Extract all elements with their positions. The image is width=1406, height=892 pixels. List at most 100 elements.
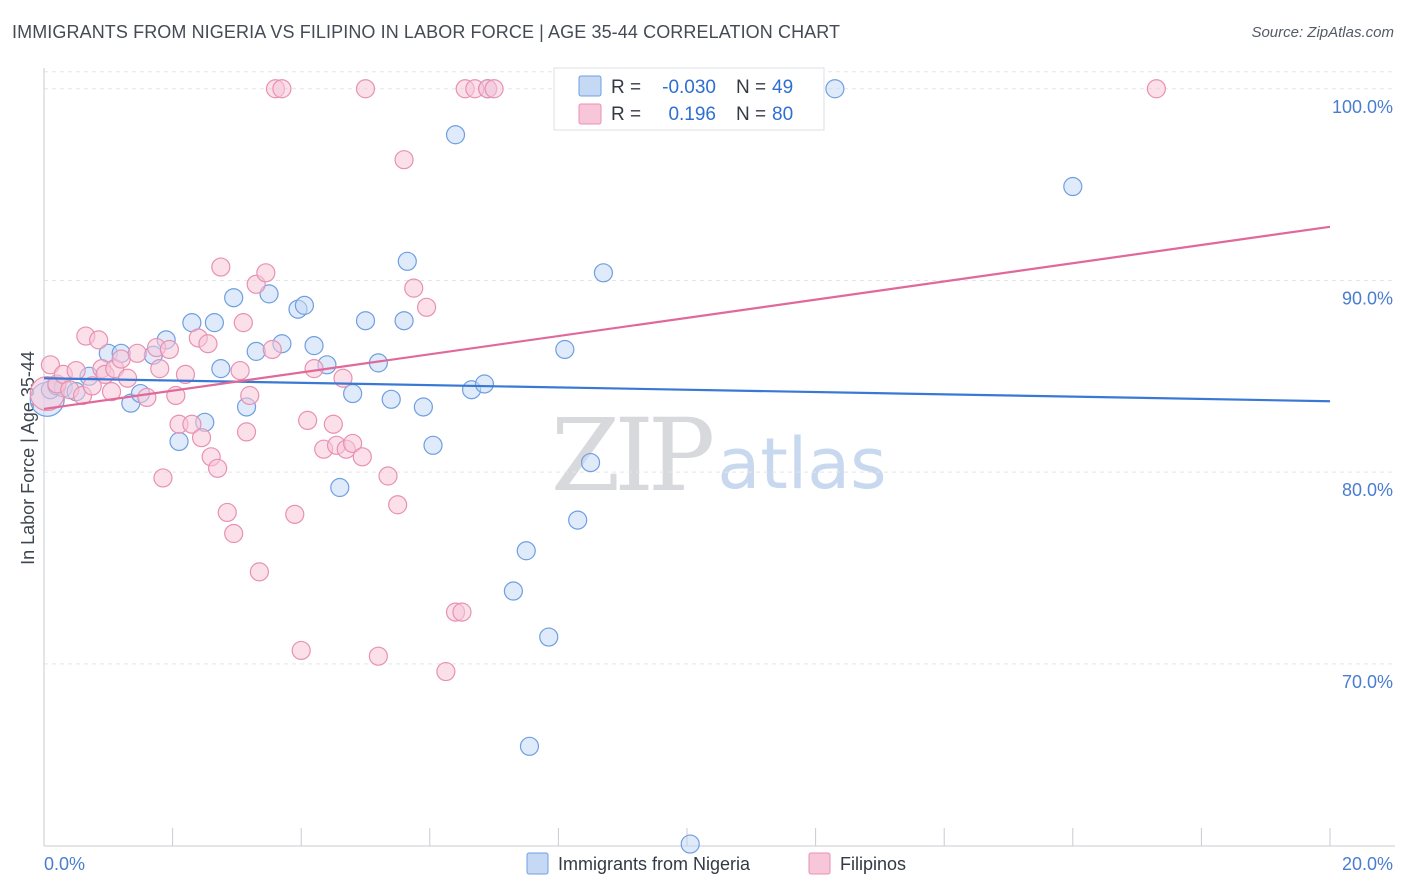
data-point [272,79,292,99]
watermark: ZIP atlas [551,397,887,514]
data-point [224,288,244,308]
data-point [568,510,588,530]
stats-legend: R = -0.030 N = 49 R = 0.196 N = 80 [553,67,825,131]
data-point [240,385,260,406]
legend-swatch-filipinos [578,103,602,125]
data-point [291,640,311,661]
data-point [127,343,147,363]
data-point [352,447,372,467]
legend-swatch-bottom-filipinos [808,852,831,875]
legend-n-value-1: 49 [772,77,793,98]
data-point [539,627,559,647]
data-point [256,263,276,283]
data-point [211,257,231,277]
data-point [516,541,536,561]
data-point [416,297,437,317]
legend-swatch-nigeria [578,75,602,97]
legend-n-label-1: N = [736,77,766,98]
legend-r-label-2: R = [611,104,641,125]
y-tick-label: 70.0% [1342,672,1393,692]
legend-n-label-2: N = [736,104,766,125]
data-point [484,79,504,99]
legend-label-filipinos: Filipinos [840,854,906,874]
data-point [445,125,466,145]
data-point [381,389,401,409]
legend-n-value-2: 80 [772,104,793,125]
y-tick-label: 90.0% [1342,288,1393,308]
data-point [217,502,237,523]
trend-line-0 [43,377,1331,403]
data-point [680,834,700,854]
data-point [304,359,324,379]
data-point [249,562,270,582]
legend-r-label-1: R = [611,77,641,98]
data-point [101,382,122,402]
data-point [355,79,376,99]
data-point [580,452,601,473]
data-point [593,263,614,283]
y-tick-label: 100.0% [1332,97,1393,117]
data-point [259,284,279,304]
data-point [1063,176,1083,197]
data-point [503,581,523,601]
data-point [330,477,350,498]
data-point [182,414,202,434]
legend-r-value-1: -0.030 [662,77,716,98]
data-point [825,79,845,99]
data-point [117,368,138,388]
data-point [423,435,443,455]
data-point [474,374,495,394]
watermark-zip: ZIP [551,397,712,514]
data-point [394,311,414,331]
x-tick-label: 20.0% [1342,854,1393,874]
chart-title: IMMIGRANTS FROM NIGERIA VS FILIPINO IN L… [12,22,841,42]
data-point [294,295,315,315]
data-point [246,341,266,361]
data-points [29,79,1166,854]
data-point [89,330,109,350]
trend-lines [43,225,1331,410]
data-point [169,431,189,452]
watermark-atlas: atlas [717,423,886,505]
data-point [388,495,408,515]
data-point [224,523,244,544]
legend-r-value-2: 0.196 [668,104,716,125]
data-point [285,504,305,524]
data-point [378,466,398,486]
data-point [1146,79,1166,99]
data-point [153,468,173,488]
data-point [404,278,424,298]
data-point [198,334,218,354]
legend-label-nigeria: Immigrants from Nigeria [558,854,751,874]
data-point [82,376,102,396]
series-1 [29,79,1166,682]
data-point [436,661,456,682]
y-tick-label: 80.0% [1342,480,1393,500]
data-point [137,387,157,408]
data-point [343,433,363,454]
data-point [236,422,257,442]
data-point [394,150,414,170]
data-point [262,339,282,360]
data-point [323,414,343,434]
data-point [159,339,179,360]
data-point [368,646,388,666]
data-point [343,383,363,404]
data-point [175,364,196,384]
series-legend: Immigrants from Nigeria Filipinos [526,852,906,875]
data-point [40,355,61,375]
data-point [66,360,86,381]
data-point [191,428,212,448]
y-tick-labels: 70.0% 80.0% 90.0% 100.0% [1332,97,1393,692]
data-point [355,311,376,331]
data-point [233,313,253,333]
data-point [111,349,131,369]
source-label: Source: ZipAtlas.com [1251,24,1394,41]
data-point [519,736,540,756]
data-point [230,360,250,381]
data-point [413,397,433,417]
legend-swatch-bottom-nigeria [526,852,549,875]
data-point [555,339,575,360]
data-point [397,251,417,271]
